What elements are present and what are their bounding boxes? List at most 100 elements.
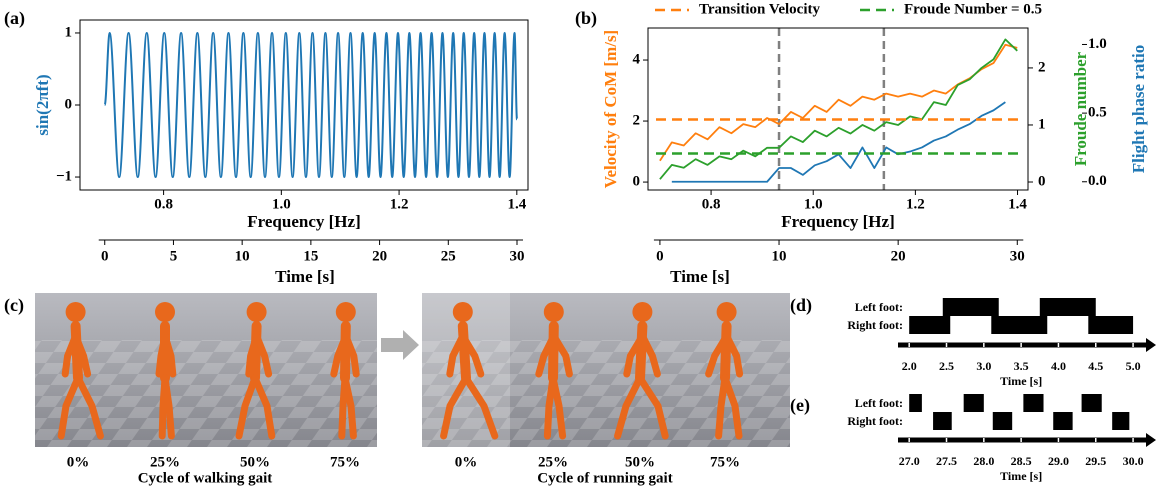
x-tick-label: 1.4 bbox=[507, 196, 526, 212]
x-tick-label: 0.8 bbox=[154, 196, 173, 212]
row-label: Right foot: bbox=[847, 318, 903, 332]
figure: (a)(b)(c)(d)(e)0%25%50%75%Cycle of walki… bbox=[0, 0, 1158, 492]
panel-label: (b) bbox=[575, 8, 597, 29]
panel-label: (a) bbox=[4, 8, 25, 29]
time-tick-label: 3.5 bbox=[1014, 359, 1029, 373]
panel-label: (c) bbox=[4, 295, 24, 316]
legend-label: Transition Velocity bbox=[699, 1, 820, 17]
contact-block bbox=[933, 412, 952, 430]
transition-arrow bbox=[381, 330, 419, 360]
x-tick-label: 1.2 bbox=[390, 196, 409, 212]
frame-label: 0% bbox=[455, 454, 478, 470]
contact-block bbox=[1112, 412, 1129, 430]
gait-caption: Cycle of walking gait bbox=[138, 470, 273, 486]
time-tick-label: 25 bbox=[441, 248, 456, 264]
time-tick-label: 2.5 bbox=[939, 359, 954, 373]
y-tick-label: 1.0 bbox=[1088, 36, 1107, 52]
series-line bbox=[105, 33, 517, 177]
y-tick-label: 0 bbox=[65, 96, 73, 112]
contact-block bbox=[1040, 298, 1096, 316]
time-tick-label: 20 bbox=[372, 248, 387, 264]
time-tick-label: 29.5 bbox=[1085, 454, 1106, 468]
frame-label: 75% bbox=[710, 454, 740, 470]
time-tick-label: 28.0 bbox=[973, 454, 994, 468]
y-tick-label: 0.5 bbox=[1088, 105, 1107, 121]
time-axis-label: Time [s] bbox=[670, 267, 730, 286]
row-label: Left foot: bbox=[855, 396, 903, 410]
gait-images bbox=[35, 293, 790, 447]
y-tick-label: 4 bbox=[633, 51, 641, 67]
time-tick-label: 29.0 bbox=[1048, 454, 1069, 468]
frame-label: 50% bbox=[240, 454, 270, 470]
contact-block bbox=[991, 316, 1047, 334]
x-tick-label: 1.0 bbox=[804, 196, 823, 212]
time-tick-label: 28.5 bbox=[1011, 454, 1032, 468]
robot-head bbox=[453, 302, 473, 322]
y-tick-label: 0 bbox=[1038, 173, 1046, 189]
robot-head bbox=[544, 302, 564, 322]
row-label: Right foot: bbox=[847, 414, 903, 428]
series-line bbox=[660, 45, 1017, 161]
contact-block bbox=[1088, 316, 1133, 334]
time-tick-label: 20 bbox=[891, 248, 906, 264]
contact-block bbox=[1053, 412, 1072, 430]
time-tick-label: 15 bbox=[303, 248, 318, 264]
y-tick-label: 2 bbox=[1038, 59, 1046, 75]
time-tick-label: 3.0 bbox=[976, 359, 991, 373]
frame-label: 0% bbox=[67, 454, 90, 470]
time-tick-label: 5 bbox=[170, 248, 178, 264]
panel-label: (e) bbox=[790, 395, 810, 416]
y-tick-label: 1 bbox=[65, 24, 73, 40]
robot-head bbox=[66, 302, 86, 322]
contact-block bbox=[909, 394, 922, 412]
panel-label: (d) bbox=[790, 295, 812, 316]
frame-label: 25% bbox=[150, 454, 180, 470]
y-axis-label: Flight phase ratio bbox=[1129, 45, 1148, 173]
time-tick-label: 30 bbox=[1010, 248, 1025, 264]
plot-area bbox=[656, 28, 1020, 190]
series-line bbox=[672, 102, 1006, 182]
y-tick-label: −1 bbox=[56, 168, 72, 184]
gait-caption: Cycle of running gait bbox=[537, 470, 672, 486]
plot-frame bbox=[648, 28, 1028, 190]
y-axis-label: sin(2πft) bbox=[33, 74, 52, 135]
x-axis-label: Frequency [Hz] bbox=[781, 212, 894, 231]
robot-head bbox=[632, 302, 652, 322]
plot-area bbox=[105, 33, 517, 177]
contact-block bbox=[964, 394, 984, 412]
contact-block bbox=[909, 316, 950, 334]
robot-head bbox=[247, 302, 267, 322]
time-tick-label: 0 bbox=[656, 248, 664, 264]
x-tick-label: 1.0 bbox=[272, 196, 291, 212]
robot-head bbox=[717, 302, 737, 322]
x-tick-label: 0.8 bbox=[702, 196, 721, 212]
contact-block bbox=[993, 412, 1012, 430]
time-tick-label: 30 bbox=[510, 248, 525, 264]
legend-label: Froude Number = 0.5 bbox=[904, 1, 1042, 17]
time-tick-label: 27.0 bbox=[899, 454, 920, 468]
time-axis-label: Time [s] bbox=[1000, 469, 1042, 483]
frame-label: 50% bbox=[625, 454, 655, 470]
time-tick-label: 4.0 bbox=[1051, 359, 1066, 373]
y-axis-label: Velocity of CoM [m/s] bbox=[601, 30, 620, 188]
robot-leg bbox=[162, 378, 165, 436]
axis-arrow bbox=[1146, 433, 1156, 447]
contact-block bbox=[1023, 394, 1043, 412]
time-tick-label: 30.0 bbox=[1123, 454, 1144, 468]
y-tick-label: 0.0 bbox=[1088, 173, 1107, 189]
time-tick-label: 10 bbox=[772, 248, 787, 264]
x-tick-label: 1.2 bbox=[906, 196, 925, 212]
robot-head bbox=[336, 302, 356, 322]
y-tick-label: 1 bbox=[1038, 116, 1046, 132]
row-label: Left foot: bbox=[855, 300, 903, 314]
x-axis-label: Frequency [Hz] bbox=[247, 212, 360, 231]
frame-label: 25% bbox=[538, 454, 568, 470]
contact-block bbox=[1082, 394, 1102, 412]
robot-head bbox=[155, 302, 175, 322]
y-tick-label: 0 bbox=[633, 174, 641, 190]
contact-block bbox=[943, 298, 999, 316]
series-line bbox=[660, 39, 1017, 179]
y-tick-label: 2 bbox=[633, 112, 641, 128]
time-tick-label: 4.5 bbox=[1088, 359, 1103, 373]
time-tick-label: 10 bbox=[235, 248, 250, 264]
